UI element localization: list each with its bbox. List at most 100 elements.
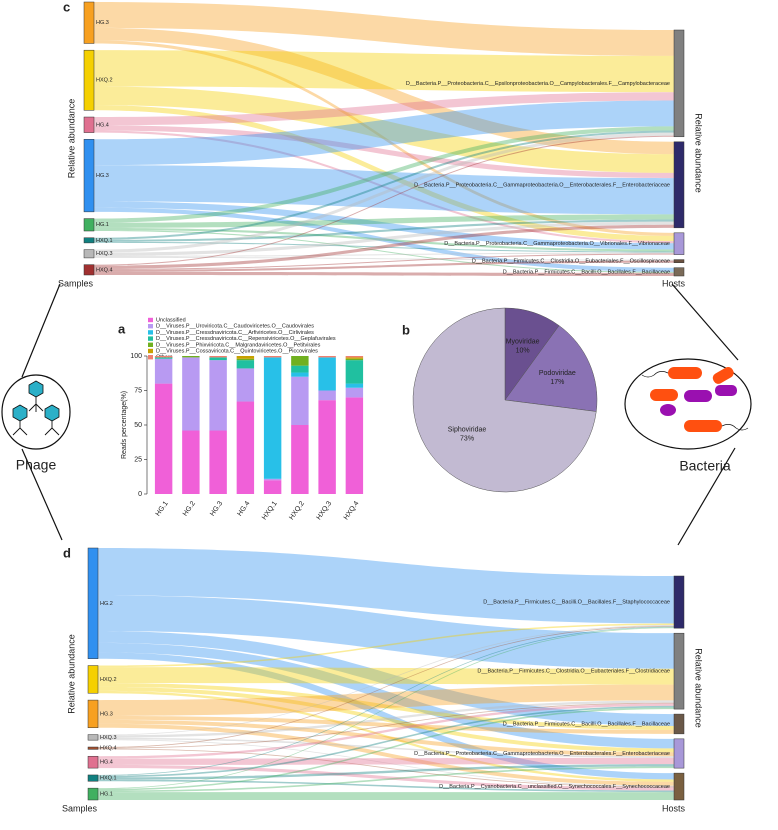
link <box>98 627 674 789</box>
bar-segment <box>182 357 200 431</box>
link <box>98 623 674 668</box>
source-label: HG.3 <box>96 20 109 26</box>
x-tick-label: HG.1 <box>155 500 170 517</box>
bar-segment <box>345 357 364 359</box>
x-tick-label: HG.4 <box>236 500 251 517</box>
link <box>94 100 674 166</box>
left-label: Samples <box>62 803 98 813</box>
connector <box>677 447 736 546</box>
link <box>98 682 674 730</box>
slice-label: Podoviridae <box>539 370 576 377</box>
slice-label: Myoviridae <box>506 339 540 346</box>
phage-label: Phage <box>16 457 57 473</box>
bar-segment <box>345 397 364 494</box>
bar-segment <box>182 430 200 494</box>
connector <box>21 283 61 378</box>
link <box>94 135 674 266</box>
target-label: D__Bacteria.P__Proteobacteria.C__Gammapr… <box>414 751 670 757</box>
bar-segment <box>345 356 364 358</box>
source-label: HG.2 <box>100 601 113 607</box>
panel-letter: b <box>402 322 410 337</box>
bar-segment <box>154 356 173 358</box>
source-label: HG.3 <box>96 173 109 179</box>
target-node <box>673 232 685 255</box>
panel-letter: c <box>63 0 70 14</box>
link <box>94 214 674 228</box>
bar-segment <box>209 430 227 494</box>
left-label: Samples <box>58 278 94 288</box>
bar-segment <box>236 368 255 402</box>
y-tick-label: 75 <box>134 387 142 394</box>
source-node <box>83 249 95 259</box>
source-node <box>87 787 99 801</box>
target-node <box>673 713 685 735</box>
legend-swatch <box>148 342 153 347</box>
bar-segment <box>291 425 309 494</box>
source-node <box>83 1 95 44</box>
pie-chart: b Myoviridae 10% Podoviridae 17% Siphoviridae… <box>402 307 598 493</box>
target-node <box>673 575 685 629</box>
x-tick-label: HXQ.4 <box>343 500 361 521</box>
bar-segment <box>182 356 200 358</box>
bar-segment <box>209 356 227 358</box>
left-axis-title: Relative abundance <box>66 99 76 179</box>
target-label: D__Bacteria.P__Firmicutes.C__Clostridia.… <box>472 259 670 265</box>
link <box>94 271 674 276</box>
legend-swatch <box>148 336 153 341</box>
link <box>98 702 674 749</box>
link <box>94 221 674 256</box>
link <box>98 705 674 778</box>
source-label: HG.1 <box>100 792 113 798</box>
right-axis-title: Relative abundance <box>694 648 704 728</box>
source-node <box>83 237 95 244</box>
bar-segment <box>236 358 255 361</box>
target-label: D__Bacteria.P__Firmicutes.C__Bacilli.O__… <box>503 721 670 727</box>
legend-swatch <box>148 317 153 323</box>
connector <box>671 283 739 361</box>
bar-segment <box>263 478 282 481</box>
y-tick-label: 100 <box>130 353 142 360</box>
legend-swatch <box>148 355 153 360</box>
target-label: D__Bacteria.P__Cyanobacteria.C__unclassi… <box>439 784 670 790</box>
bar-chart: a UnclassifiedD__Viruses.P__Uroviricota.C… <box>118 317 364 521</box>
link <box>98 766 674 793</box>
link <box>98 792 674 800</box>
bar-segment <box>345 358 364 361</box>
link <box>94 27 674 155</box>
link <box>94 227 674 252</box>
link <box>98 684 674 716</box>
target-node <box>673 772 685 801</box>
link <box>98 642 674 749</box>
bar-segment <box>345 383 364 388</box>
legend-swatch <box>148 330 153 335</box>
bar-segment <box>291 356 309 366</box>
sankey: HG.2 HXQ.2 HG.3 HXQ.3 HXQ.4 HG.4 HXQ.1 HG.1 D__B… <box>62 545 704 813</box>
target-label: D__Bacteria.P__Proteobacteria.C__Epsilon… <box>406 81 670 87</box>
link <box>98 652 674 780</box>
link <box>94 260 674 272</box>
link <box>94 256 674 261</box>
target-node <box>673 259 685 263</box>
legend-label: D__Viruses.P__Phixviricota.C__Malgrandav… <box>156 342 321 348</box>
bar-segment <box>154 357 173 359</box>
link <box>94 2 674 56</box>
source-node <box>87 547 99 659</box>
link <box>98 595 674 669</box>
source-label: HXQ.2 <box>96 78 113 84</box>
bacteria-icon <box>624 358 752 450</box>
source-node <box>83 264 95 276</box>
link <box>98 757 674 765</box>
bar-segment <box>318 356 336 358</box>
source-label: HG.1 <box>96 222 109 228</box>
panel-letter: d <box>63 545 71 560</box>
source-label: HG.4 <box>96 122 109 128</box>
right-label: Hosts <box>662 803 686 813</box>
link <box>98 626 674 776</box>
link <box>94 241 674 253</box>
source-node <box>87 699 99 729</box>
right-label: Hosts <box>662 278 686 288</box>
slice-value-label: 17% <box>550 379 564 386</box>
panel-letter: a <box>118 321 126 336</box>
legend-label: D__Viruses.P__Cressdnaviricota.C__Repens… <box>156 336 336 342</box>
link <box>98 748 674 788</box>
